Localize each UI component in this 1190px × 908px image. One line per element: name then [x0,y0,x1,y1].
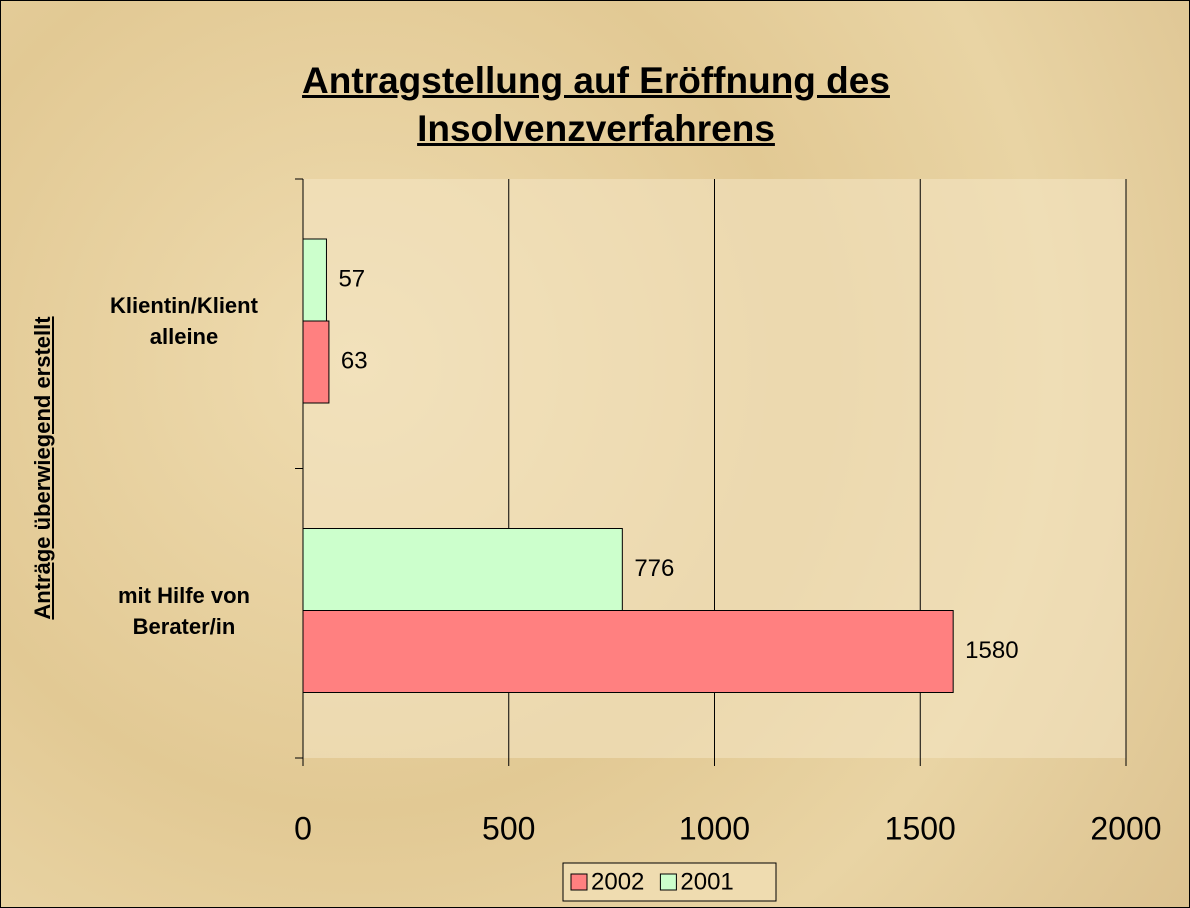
x-tick-label: 1500 [885,810,956,846]
legend-swatch [659,873,677,891]
category-label: mit Hilfe von Berater/in [117,582,250,639]
value-label: 57 [338,265,365,292]
bar [302,528,623,611]
bar [302,238,327,322]
x-tick-label: 0 [294,810,312,846]
legend-label: 2001 [680,868,733,895]
legend-swatch [570,873,588,891]
legend-label: 2002 [591,868,644,895]
bar [302,320,330,404]
x-tick-label: 1000 [679,810,750,846]
bar [302,610,954,693]
x-tick-label: 500 [482,810,535,846]
value-label: 1580 [965,637,1018,664]
y-axis-label: Anträge überwiegend erstellt [30,316,55,620]
value-label: 63 [341,347,368,374]
x-tick-label: 2000 [1090,810,1161,846]
value-label: 776 [634,555,674,582]
chart-title: Antragstellung auf Eröffnung des Insolve… [302,60,890,149]
category-label: Klientin/Klient alleine [110,293,258,349]
